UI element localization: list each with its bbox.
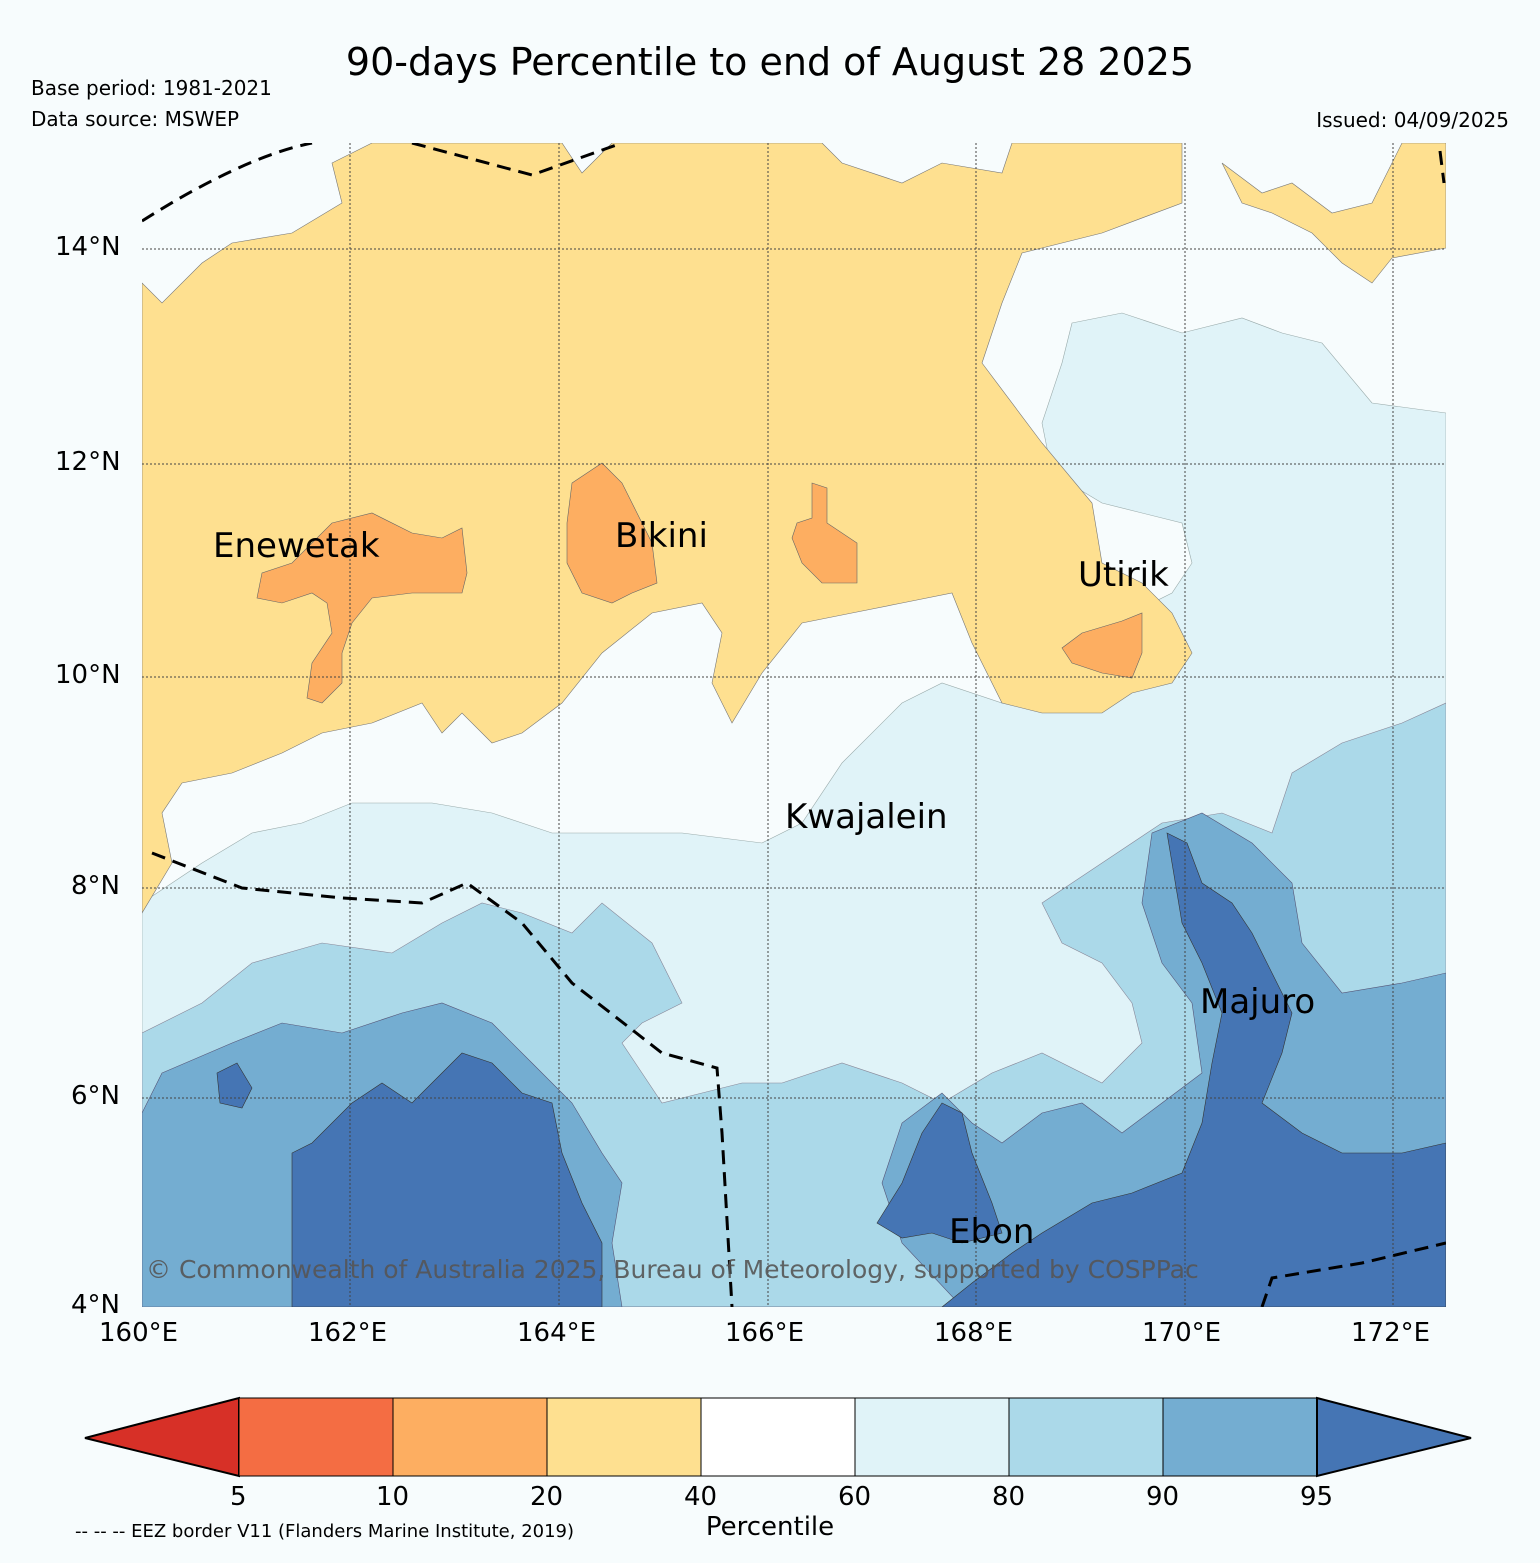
zone-20-40-northeast xyxy=(1221,143,1446,284)
place-kwajalein: Kwajalein xyxy=(785,797,948,837)
zone-10-20-bikini xyxy=(566,462,658,604)
lat-tick-14: 14°N xyxy=(55,232,121,262)
colorbar-tick-5: 5 xyxy=(230,1482,247,1512)
lon-tick-168: 168°E xyxy=(934,1318,1014,1348)
colorbar xyxy=(84,1396,1472,1478)
place-ebon: Ebon xyxy=(949,1212,1034,1252)
colorbar-tick-10: 10 xyxy=(376,1482,410,1512)
zone-over-95-ebon xyxy=(876,1102,1003,1244)
lat-tick-8: 8°N xyxy=(71,871,120,901)
colorbar-bin-80-90 xyxy=(1008,1397,1164,1477)
lat-tick-10: 10°N xyxy=(55,660,121,690)
lon-tick-166: 166°E xyxy=(725,1318,805,1348)
gridlines xyxy=(142,143,1446,1307)
colorbar-tick-20: 20 xyxy=(530,1482,564,1512)
place-enewetak: Enewetak xyxy=(213,526,380,566)
colorbar-bin-20-40 xyxy=(546,1397,702,1477)
place-majuro: Majuro xyxy=(1200,982,1315,1022)
zone-10-20-east xyxy=(791,482,858,584)
zone-over-95-southwest xyxy=(291,1052,603,1307)
lat-tick-4: 4°N xyxy=(71,1290,120,1320)
lat-tick-12: 12°N xyxy=(55,447,121,477)
colorbar-bin-60-80 xyxy=(854,1397,1010,1477)
lon-tick-160: 160°E xyxy=(99,1318,179,1348)
colorbar-tick-95: 95 xyxy=(1300,1482,1334,1512)
colorbar-bin-40-60 xyxy=(700,1397,856,1477)
issued-date: Issued: 04/09/2025 xyxy=(1316,108,1509,132)
zone-10-20-utirik xyxy=(1061,612,1143,679)
place-bikini: Bikini xyxy=(615,516,708,556)
place-utirik: Utirik xyxy=(1078,555,1169,595)
lon-tick-172: 172°E xyxy=(1351,1318,1431,1348)
zone-10-20-enewetak xyxy=(256,512,468,704)
zone-over-95-southeast xyxy=(941,832,1446,1307)
percentile-map: Enewetak Bikini Utirik Kwajalein Majuro … xyxy=(142,143,1446,1307)
lon-tick-170: 170°E xyxy=(1142,1318,1222,1348)
colorbar-tick-90: 90 xyxy=(1146,1482,1180,1512)
lat-tick-6: 6°N xyxy=(71,1081,120,1111)
colorbar-tick-60: 60 xyxy=(838,1482,872,1512)
zone-20-40-north xyxy=(142,143,1193,914)
eez-border xyxy=(142,143,1446,1307)
chart-title: 90-days Percentile to end of August 28 2… xyxy=(345,40,1195,84)
data-source: Data source: MSWEP xyxy=(31,107,240,131)
colorbar-bin-10-20 xyxy=(392,1397,548,1477)
colorbar-tick-40: 40 xyxy=(684,1482,718,1512)
colorbar-over xyxy=(1316,1396,1472,1478)
lon-tick-162: 162°E xyxy=(308,1318,388,1348)
copyright-notice: © Commonwealth of Australia 2025, Bureau… xyxy=(146,1255,1199,1284)
eez-footnote: -- -- -- EEZ border V11 (Flanders Marine… xyxy=(75,1521,575,1542)
colorbar-under xyxy=(84,1396,240,1478)
colorbar-tick-80: 80 xyxy=(992,1482,1026,1512)
colorbar-bin-90-95 xyxy=(1162,1397,1318,1477)
colorbar-bin-5-10 xyxy=(238,1397,394,1477)
lon-tick-164: 164°E xyxy=(517,1318,597,1348)
base-period: Base period: 1981-2021 xyxy=(31,76,272,100)
colorbar-label: Percentile xyxy=(705,1512,835,1542)
